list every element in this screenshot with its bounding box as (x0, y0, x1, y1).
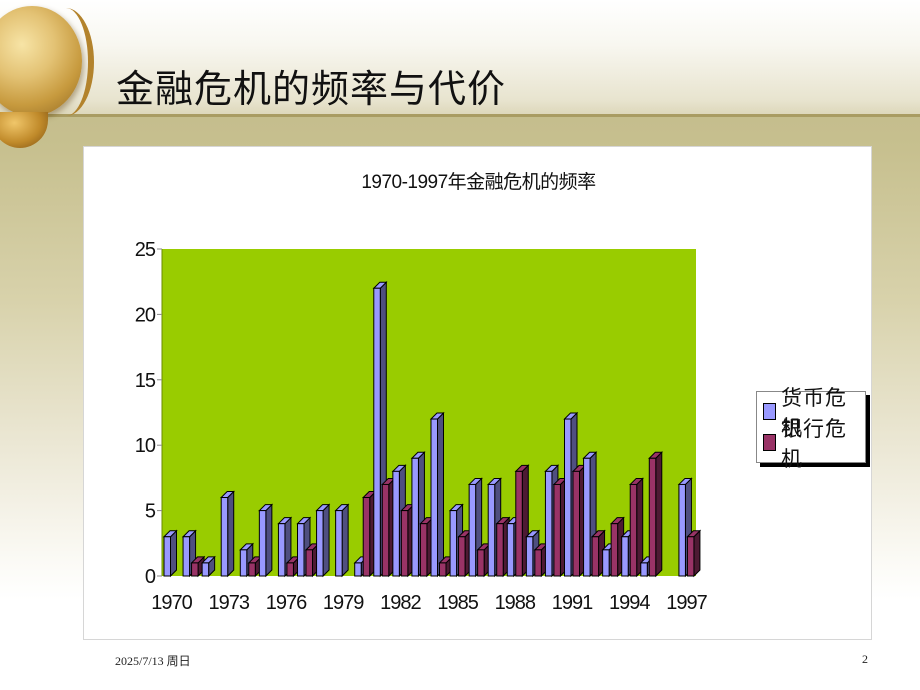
chart-panel: 1970-1997年金融危机的频率 0 5 10 15 20 25 1970 1973 1976… (83, 146, 872, 640)
bar-currency-1984 (430, 418, 438, 577)
globe-base-icon (0, 112, 48, 148)
bar-currency-1977 (297, 523, 305, 577)
bar-bank-1992 (591, 536, 600, 577)
y-tick-label: 10 (135, 435, 156, 457)
x-tick-label: 1988 (495, 592, 536, 614)
bar-currency-1970 (163, 536, 171, 577)
bar-bank-1976 (286, 562, 294, 577)
bar-currency-1988 (506, 523, 515, 577)
bar-currency-1971 (182, 536, 191, 577)
bar-bank-1995 (648, 457, 657, 577)
x-tick-label: 1979 (323, 592, 364, 614)
bar-currency-1972 (201, 562, 210, 577)
y-tick-label: 0 (145, 566, 156, 588)
bar-bank-1997-side (693, 529, 701, 578)
y-tick-label: 5 (145, 501, 156, 523)
bar-currency-1975 (258, 510, 267, 577)
y-tick-label: 25 (135, 239, 156, 261)
x-tick-label: 1970 (151, 592, 192, 614)
bar-currency-1973-side (227, 490, 235, 578)
bar-currency-1979 (335, 510, 343, 577)
bar-currency-1989 (525, 536, 534, 577)
bar-bank-1985 (458, 536, 466, 577)
bar-currency-1970-side (170, 529, 177, 578)
x-tick-label: 1985 (437, 592, 478, 614)
bar-currency-1978 (316, 510, 324, 577)
title-divider (0, 114, 920, 117)
bar-currency-1980 (354, 562, 362, 577)
bar-bank-1995-side (655, 451, 663, 578)
chart-legend: 货币危机 银行危机 (756, 386, 866, 471)
x-tick-label: 1976 (266, 592, 307, 614)
bar-currency-1994 (621, 536, 629, 577)
bar-bank-1994 (629, 483, 638, 577)
bar-currency-1979-side (341, 503, 349, 578)
slide-title: 金融危机的频率与代价 (116, 67, 507, 111)
bar-bank-1974 (248, 562, 256, 577)
x-tick-label: 1973 (209, 592, 250, 614)
legend-swatch-bank (763, 434, 776, 451)
bar-bank-1977 (305, 549, 313, 577)
chart-title: 1970-1997年金融危机的频率 (361, 172, 596, 193)
bar-bank-1990 (553, 483, 561, 577)
legend-item-currency-crisis: 货币危机 (763, 386, 865, 440)
page-number: 2 (862, 652, 868, 666)
bar-chart-plot: 0 5 10 15 20 25 1970 1973 1976 1979 1982 1985 1988 19… (135, 239, 709, 614)
globe-stand-arc-icon (38, 8, 94, 116)
bar-bank-1983 (419, 523, 428, 577)
bar-currency-1976 (277, 523, 286, 577)
bar-currency-1992 (583, 457, 591, 577)
bar-currency-1985 (449, 510, 458, 577)
bar-bank-1981 (381, 483, 390, 577)
legend-swatch-currency (763, 403, 776, 420)
bar-currency-1984-side (437, 411, 444, 578)
bar-bank-1993 (610, 523, 619, 577)
bar-currency-1997 (678, 483, 686, 577)
bar-currency-1975-side (265, 503, 273, 578)
bar-currency-1981 (373, 287, 381, 577)
bar-bank-1991 (572, 470, 580, 577)
bar-bank-1989 (534, 549, 542, 577)
bar-currency-1986 (468, 483, 477, 577)
bar-currency-1991 (564, 418, 572, 577)
title-band (0, 0, 920, 116)
bar-bank-1987 (496, 523, 504, 577)
bar-bank-1997 (686, 536, 695, 577)
bar-currency-1995 (640, 562, 648, 577)
bar-bank-1980 (362, 497, 371, 577)
bar-currency-1983 (411, 457, 419, 577)
x-tick-label: 1982 (380, 592, 421, 614)
bar-currency-1974 (239, 549, 248, 577)
legend-item-bank-crisis: 银行危机 (763, 417, 865, 471)
bar-bank-1986 (477, 549, 485, 577)
x-tick-label: 1991 (552, 592, 593, 614)
legend-label-bank: 银行危机 (781, 416, 847, 471)
x-tick-label: 1997 (666, 592, 707, 614)
bar-bank-1971 (191, 562, 199, 577)
bar-currency-1990 (544, 470, 553, 577)
bar-currency-1982 (392, 470, 400, 577)
x-tick-label: 1994 (609, 592, 650, 614)
bar-currency-1973 (220, 497, 229, 577)
y-tick-label: 20 (135, 304, 156, 326)
bar-bank-1988 (515, 470, 523, 577)
y-tick-label: 15 (135, 370, 156, 392)
bar-bank-1982 (400, 510, 409, 577)
footer-date: 2025/7/13 周日 (115, 654, 191, 668)
bar-bank-1984 (439, 562, 447, 577)
bar-currency-1987 (487, 483, 496, 577)
legend-label-currency: 货币危机 (781, 385, 847, 440)
bar-currency-1978-side (322, 503, 330, 578)
bar-currency-1993 (602, 549, 610, 577)
